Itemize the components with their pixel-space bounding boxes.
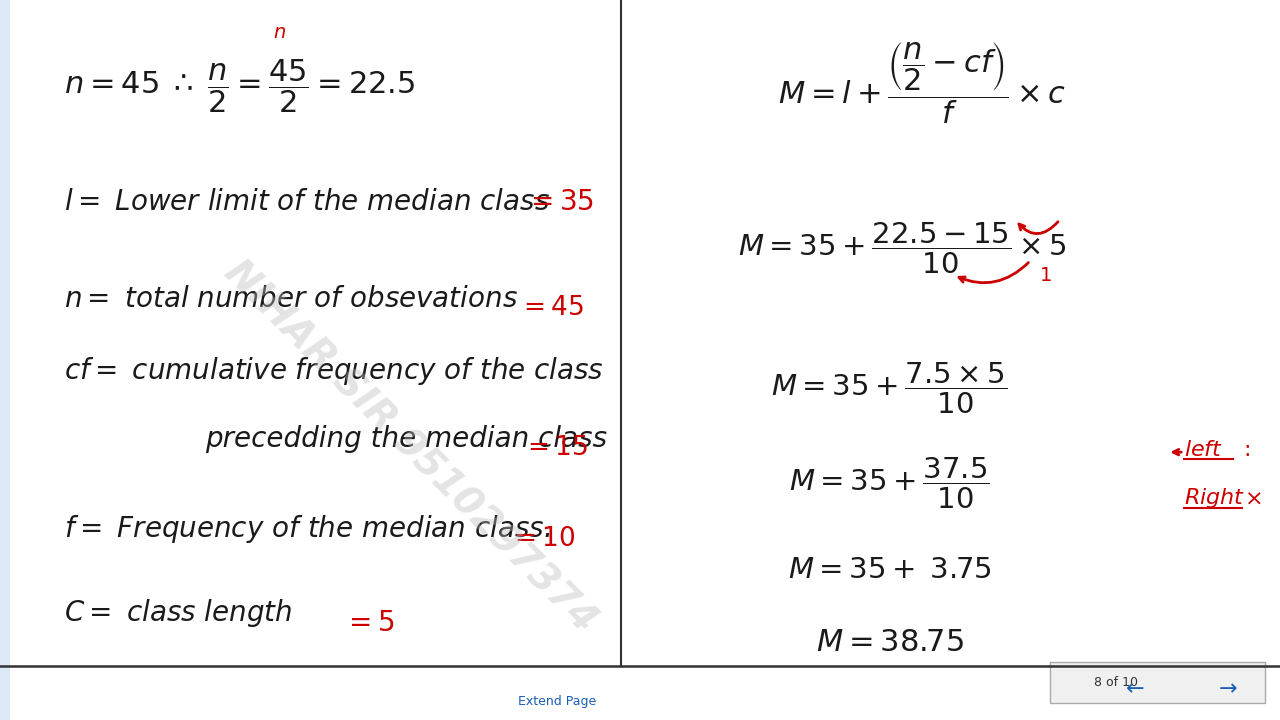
- Text: $\leftarrow$: $\leftarrow$: [1121, 678, 1144, 698]
- Text: $= 35$: $= 35$: [525, 188, 594, 215]
- Text: precedding the median class: precedding the median class: [205, 426, 607, 453]
- Text: $n$: $n$: [273, 23, 285, 42]
- Text: $:$: $:$: [1239, 440, 1251, 460]
- Text: $\times$: $\times$: [1244, 488, 1262, 508]
- FancyBboxPatch shape: [1050, 662, 1265, 703]
- Text: $f = $ Frequency of the median class.: $f = $ Frequency of the median class.: [64, 513, 550, 545]
- Text: $= 15$: $= 15$: [522, 435, 588, 461]
- Text: $left$: $left$: [1184, 440, 1224, 460]
- Text: $M = 35 + \dfrac{7.5 \times 5}{10}$: $M = 35 + \dfrac{7.5 \times 5}{10}$: [772, 361, 1007, 416]
- Text: $M = 35 + \; 3.75$: $M = 35 + \; 3.75$: [787, 557, 992, 584]
- Text: $cf = $ cumulative frequency of the class: $cf = $ cumulative frequency of the clas…: [64, 355, 604, 387]
- Text: $= 45$: $= 45$: [518, 295, 584, 321]
- Text: $n = $ total number of obsevations: $n = $ total number of obsevations: [64, 285, 518, 312]
- Text: $n = 45 \;\therefore\; \dfrac{n}{2} = \dfrac{45}{2} = 22.5$: $n = 45 \;\therefore\; \dfrac{n}{2} = \d…: [64, 58, 416, 115]
- Text: $l = $ Lower limit of the median class: $l = $ Lower limit of the median class: [64, 188, 550, 215]
- Text: Extend Page: Extend Page: [517, 696, 596, 708]
- Text: $C=$ class length: $C=$ class length: [64, 598, 293, 629]
- Text: $= 5$: $= 5$: [343, 609, 394, 636]
- Text: NIHAR SIR 9510297374: NIHAR SIR 9510297374: [216, 253, 603, 640]
- FancyBboxPatch shape: [0, 0, 10, 720]
- Text: $M = l + \dfrac{\left(\dfrac{n}{2} - cf\right)}{f} \times c$: $M = l + \dfrac{\left(\dfrac{n}{2} - cf\…: [777, 40, 1066, 125]
- Text: $M = 35 + \dfrac{37.5}{10}$: $M = 35 + \dfrac{37.5}{10}$: [790, 456, 989, 511]
- Text: $M = 35 + \dfrac{22.5 - 15}{10} \times 5$: $M = 35 + \dfrac{22.5 - 15}{10} \times 5…: [739, 221, 1066, 276]
- Text: $= 10$: $= 10$: [509, 526, 576, 552]
- Text: $M = 38.75$: $M = 38.75$: [815, 628, 964, 657]
- Text: 8 of 10: 8 of 10: [1094, 676, 1138, 689]
- Text: $1$: $1$: [1039, 266, 1052, 284]
- Text: $Right$: $Right$: [1184, 486, 1245, 510]
- Text: $\rightarrow$: $\rightarrow$: [1215, 678, 1238, 698]
